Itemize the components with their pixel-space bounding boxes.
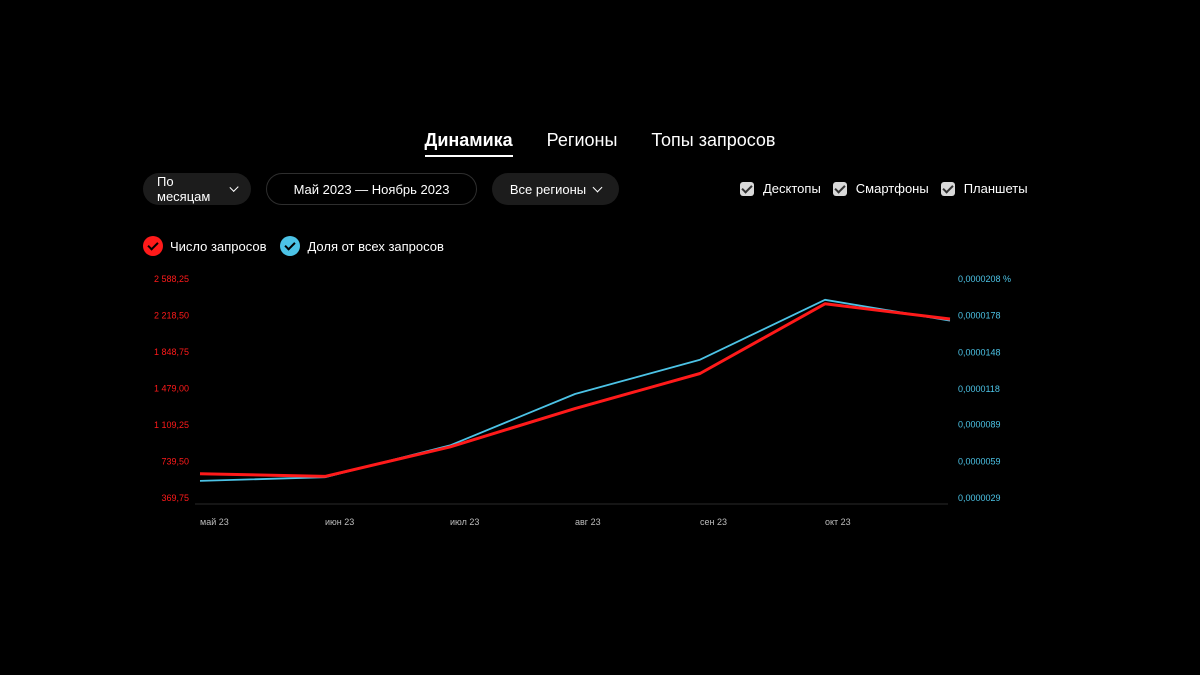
period-select[interactable]: По месяцам [143, 173, 251, 205]
filters: По месяцам Май 2023 — Ноябрь 2023 Все ре… [143, 173, 619, 205]
date-range-picker[interactable]: Май 2023 — Ноябрь 2023 [266, 173, 477, 205]
legend-label: Доля от всех запросов [307, 238, 444, 254]
date-range-label: Май 2023 — Ноябрь 2023 [293, 181, 450, 197]
region-select[interactable]: Все регионы [492, 173, 619, 205]
x-tick-label: май 23 [200, 517, 229, 527]
right-tick-label: 0,0000178 [958, 311, 1001, 321]
right-tick-label: 0,0000059 [958, 456, 1001, 466]
tab-regions[interactable]: Регионы [546, 130, 618, 150]
device-label: Смартфоны [855, 181, 929, 196]
device-desktop-checkbox[interactable]: Десктопы [740, 181, 821, 196]
tab-top-queries[interactable]: Топы запросов [651, 130, 776, 150]
device-smartphone-checkbox[interactable]: Смартфоны [832, 181, 929, 196]
right-tick-label: 0,0000148 [958, 347, 1001, 357]
checkbox-checked-icon [740, 181, 754, 196]
series-line-queries [199, 302, 951, 478]
checkbox-checked-icon [832, 181, 847, 196]
period-label: По месяцам [157, 174, 211, 204]
left-tick-label: 2 588,25 [154, 274, 189, 284]
legend-label: Число запросов [170, 238, 267, 254]
region-label: Все регионы [509, 181, 587, 197]
right-tick-label: 0,0000029 [958, 493, 1001, 503]
left-tick-label: 1 479,00 [154, 384, 189, 394]
left-tick-label: 1 109,25 [154, 420, 189, 430]
left-tick-label: 739,50 [161, 457, 189, 467]
x-tick-label: окт 23 [825, 517, 851, 527]
tab-dynamics[interactable]: Динамика [424, 130, 513, 157]
left-tick-label: 1 848,75 [154, 347, 189, 357]
right-tick-label: 0,0000118 [958, 384, 1000, 394]
x-tick-label: сен 23 [700, 517, 727, 527]
legend-item-queries[interactable]: Число запросов [143, 236, 266, 256]
device-filters: Десктопы Смартфоны Планшеты [740, 181, 1028, 196]
legend-item-share[interactable]: Доля от всех запросов [280, 236, 444, 256]
checkbox-checked-icon [940, 181, 955, 196]
check-circle-icon [280, 236, 301, 256]
device-tablet-checkbox[interactable]: Планшеты [940, 181, 1028, 196]
device-label: Десктопы [763, 181, 821, 196]
chart-legend: Число запросов Доля от всех запросов [143, 236, 444, 256]
x-tick-label: июн 23 [325, 517, 354, 527]
series-line-share [199, 298, 951, 482]
check-circle-icon [143, 236, 163, 256]
x-tick-label: авг 23 [575, 517, 601, 527]
left-tick-label: 369,75 [161, 493, 189, 503]
left-tick-label: 2 218,50 [154, 311, 189, 321]
tabs: Динамика Регионы Топы запросов [0, 130, 1200, 157]
right-tick-label: 0,0000089 [958, 420, 1001, 430]
x-tick-label: июл 23 [450, 517, 479, 527]
right-tick-label: 0,0000208 % [958, 274, 1011, 284]
device-label: Планшеты [963, 181, 1028, 196]
